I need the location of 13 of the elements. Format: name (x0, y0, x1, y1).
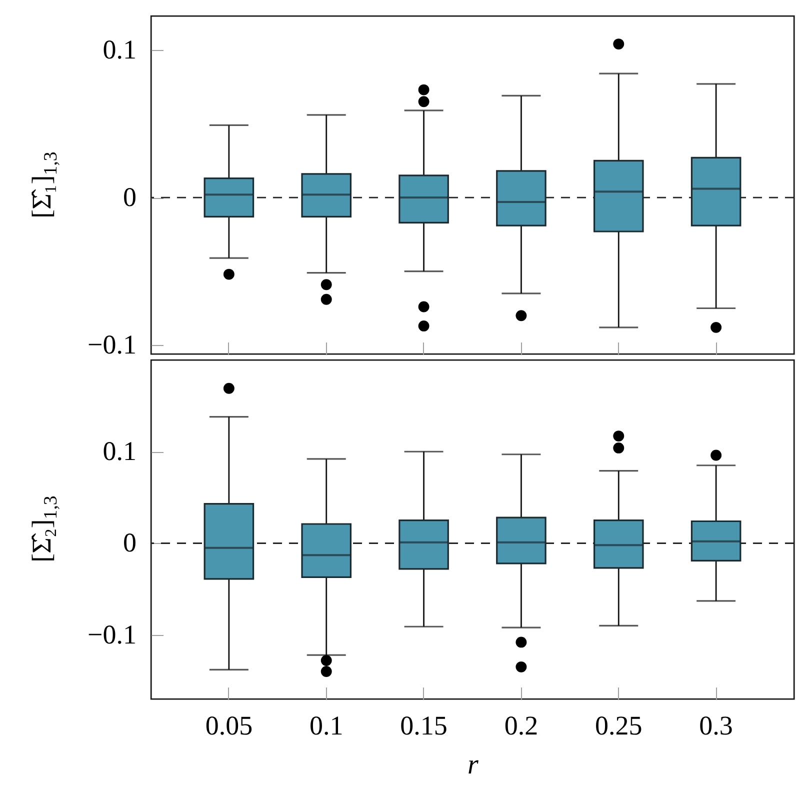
y-tick-label: 0.1 (102, 34, 136, 64)
x-axis-title: r (467, 749, 478, 780)
x-tick-label: 0.3 (699, 710, 733, 740)
x-tick-label: 0.15 (400, 710, 448, 740)
y-tick-label: −0.1 (87, 619, 136, 650)
x-tick-label: 0.1 (309, 710, 344, 740)
y-tick-label: 0 (122, 182, 136, 212)
x-tick-label: 0.25 (594, 710, 642, 740)
x-tick-label: 0.2 (504, 710, 538, 740)
y-tick-label: 0.1 (102, 436, 136, 466)
x-tick-label: 0.05 (205, 710, 252, 740)
y-tick-label: 0 (122, 528, 136, 558)
y-tick-label: −0.1 (87, 330, 136, 360)
